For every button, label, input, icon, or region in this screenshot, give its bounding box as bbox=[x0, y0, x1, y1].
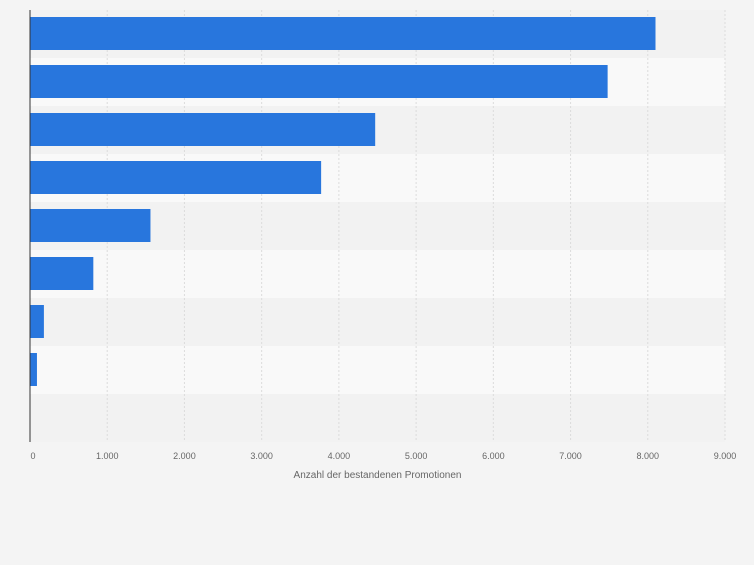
row-band bbox=[30, 346, 725, 394]
x-tick-label: 3.000 bbox=[250, 451, 273, 461]
x-tick-label: 7.000 bbox=[559, 451, 582, 461]
x-tick-label: 2.000 bbox=[173, 451, 196, 461]
bar[interactable] bbox=[30, 17, 656, 50]
bar[interactable] bbox=[30, 161, 322, 194]
x-tick-label: 6.000 bbox=[482, 451, 505, 461]
row-band bbox=[30, 298, 725, 346]
bar[interactable] bbox=[30, 209, 151, 242]
bar[interactable] bbox=[30, 113, 376, 146]
x-tick-labels: 0 1.000 2.000 3.000 4.000 5.000 6.000 7.000 8.00… bbox=[30, 451, 736, 461]
bar[interactable] bbox=[30, 257, 94, 290]
row-band bbox=[30, 250, 725, 298]
bar[interactable] bbox=[30, 305, 44, 338]
bar[interactable] bbox=[30, 65, 608, 98]
x-tick-label: 4.000 bbox=[328, 451, 351, 461]
x-axis-label: Anzahl der bestandenen Promotionen bbox=[294, 470, 462, 481]
bar[interactable] bbox=[30, 353, 37, 386]
x-tick-label: 0 bbox=[30, 451, 35, 461]
x-tick-label: 9.000 bbox=[714, 451, 737, 461]
bars bbox=[30, 17, 656, 386]
row-band bbox=[30, 394, 725, 442]
x-tick-label: 1.000 bbox=[96, 451, 119, 461]
x-tick-label: 5.000 bbox=[405, 451, 428, 461]
x-tick-label: 8.000 bbox=[637, 451, 660, 461]
